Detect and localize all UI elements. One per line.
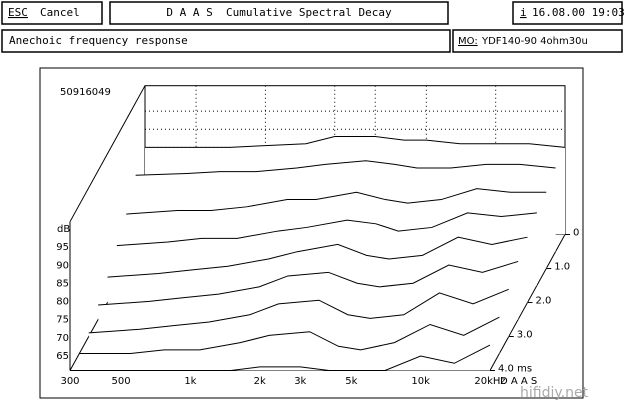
y-tick-label: 95 — [56, 242, 69, 253]
x-tick-label: 20kHz — [474, 376, 505, 387]
x-tick-label: 1k — [184, 376, 196, 387]
subtitle: Anechoic frequency response — [9, 34, 188, 47]
z-tick-label: 2.0 — [536, 296, 552, 307]
info-key[interactable]: i — [520, 6, 527, 19]
x-tick-label: 2k — [254, 376, 266, 387]
slice-mask — [70, 345, 490, 371]
slice-mask — [98, 261, 519, 320]
watermark: hifidiy.net — [520, 385, 589, 401]
decay-slice — [107, 236, 528, 278]
decay-slice — [88, 288, 509, 334]
title: D A A S Cumulative Spectral Decay — [166, 6, 392, 19]
x-tick-label: 500 — [112, 376, 131, 387]
plot-id: 50916049 — [60, 87, 111, 98]
model-key: MO: — [458, 36, 478, 47]
slice-mask — [79, 317, 500, 354]
decay-slice — [135, 160, 556, 176]
y-label: dB — [57, 224, 70, 235]
plot: 300 500 1k 2k 3k 5k 10k 20kHz 95 90 85 80 75 70 65 dB 50… — [56, 85, 589, 401]
y-tick-label: 65 — [56, 351, 69, 362]
plot-frame — [39, 67, 584, 399]
decay-slice — [126, 188, 547, 215]
depth-edge — [69, 85, 146, 222]
cancel-label[interactable]: Cancel — [40, 6, 80, 19]
brand: D A A S — [500, 376, 537, 387]
y-tick-label: 90 — [56, 260, 69, 271]
model: YDF140-90 4ohm30u — [481, 36, 588, 47]
slice-mask — [88, 289, 509, 337]
z-tick-label: 3.0 — [517, 330, 533, 341]
decay-slice — [70, 344, 491, 372]
z-tick-label: 4.0 ms — [498, 364, 532, 375]
datetime: 16.08.00 19:03 — [532, 6, 625, 19]
date-box — [512, 1, 623, 25]
subtitle-box — [1, 29, 451, 53]
x-tick-label: 3k — [294, 376, 306, 387]
x-tick-label: 10k — [411, 376, 430, 387]
z-tick-label: 1.0 — [554, 262, 570, 273]
z-tick-label: 0 — [573, 228, 579, 239]
y-tick-label: 85 — [56, 278, 69, 289]
esc-key[interactable]: ESC — [8, 6, 28, 19]
title-box — [109, 1, 449, 25]
decay-slice — [98, 260, 519, 306]
decay-slice — [145, 136, 566, 148]
decay-slice — [116, 212, 537, 247]
y-tick-label: 75 — [56, 315, 69, 326]
x-tick-label: 300 — [60, 376, 79, 387]
x-tick-label: 5k — [345, 376, 357, 387]
cancel-box[interactable] — [1, 1, 103, 25]
y-tick-label: 80 — [56, 297, 69, 308]
y-tick-label: 70 — [56, 333, 69, 344]
decay-slice — [79, 316, 500, 355]
model-box — [452, 29, 623, 53]
